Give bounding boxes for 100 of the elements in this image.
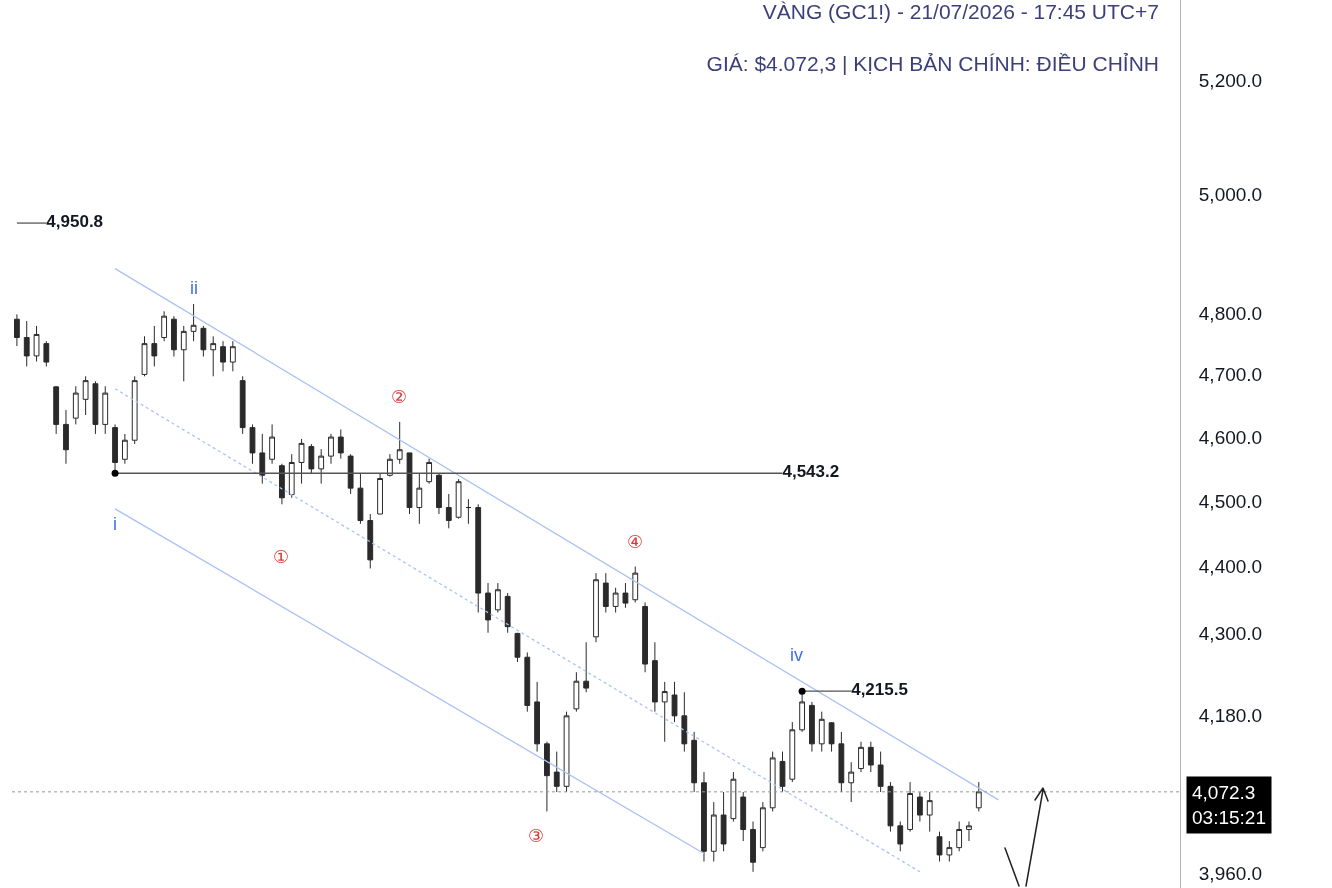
candlestick <box>612 587 619 614</box>
candlestick <box>347 453 354 495</box>
candlestick <box>946 840 953 863</box>
chart-title: VÀNG (GC1!) - 21/07/2026 - 17:45 UTC+7 <box>762 0 1159 24</box>
candlestick <box>926 791 933 833</box>
candlestick <box>337 428 344 460</box>
candlestick <box>72 385 79 425</box>
candlestick <box>475 503 482 614</box>
candlestick <box>259 433 266 485</box>
annotation: ii <box>190 278 198 298</box>
candlestick <box>887 781 894 833</box>
candlestick <box>553 751 560 793</box>
candlestick <box>171 315 177 358</box>
candlestick <box>622 582 629 609</box>
candlestick <box>102 385 109 435</box>
candlestick <box>769 751 776 812</box>
candlestick <box>131 375 138 445</box>
candlestick <box>229 340 236 372</box>
candlestick <box>809 701 815 753</box>
candlestick <box>740 791 747 842</box>
candlestick <box>53 385 60 435</box>
candlestick <box>377 473 383 515</box>
candlestick <box>966 821 972 842</box>
candlestick <box>701 771 707 863</box>
candlestick <box>534 681 541 753</box>
y-tick-label: 4,600.0 <box>1198 426 1263 448</box>
candlestick <box>730 771 737 823</box>
candlestick <box>818 711 825 753</box>
candlestick <box>975 781 982 812</box>
y-tick-label: 4,180.0 <box>1198 705 1263 727</box>
candlestick <box>691 731 698 793</box>
candlestick <box>720 791 727 852</box>
annotation: ② <box>391 387 408 407</box>
candlestick <box>279 463 285 505</box>
candlestick <box>63 409 69 465</box>
candlestick <box>121 433 128 465</box>
candlestick <box>406 452 413 515</box>
candlestick <box>180 325 187 382</box>
candlestick <box>161 310 168 342</box>
candlestick <box>524 651 531 713</box>
candlestick <box>386 453 393 478</box>
candlestick <box>573 671 580 713</box>
candlestick <box>141 335 148 377</box>
y-tick-label: 4,300.0 <box>1198 623 1263 645</box>
data-label: 4,950.8 <box>46 212 104 232</box>
candlestick <box>82 375 89 416</box>
candlestick <box>14 313 20 347</box>
candlestick <box>465 498 472 525</box>
annotation: ④ <box>627 532 644 552</box>
candlestick <box>151 325 158 367</box>
candlestick <box>43 340 50 367</box>
ref-line-label: 4,072.3 03:15:21 <box>1192 782 1266 828</box>
candlestick <box>602 572 609 614</box>
y-tick-label: 4,400.0 <box>1198 556 1263 578</box>
candlestick <box>848 761 855 803</box>
y-tick-label: 5,200.0 <box>1198 69 1263 91</box>
candlestick <box>416 473 423 525</box>
candlestick <box>357 473 364 525</box>
annotation: i <box>113 514 117 534</box>
candlestick <box>210 335 217 377</box>
annotation: ③ <box>528 826 545 846</box>
candlestick <box>298 438 305 485</box>
candlestick <box>956 821 963 852</box>
candlestick <box>828 721 835 753</box>
candlestick <box>563 711 570 793</box>
candlestick <box>33 325 40 362</box>
y-tick-label: 4,800.0 <box>1198 302 1263 324</box>
candlestick <box>239 375 246 435</box>
candlestick <box>220 340 226 372</box>
candlestick <box>858 741 864 773</box>
candlestick <box>455 478 462 520</box>
candlestick <box>838 731 845 793</box>
candlestick <box>288 453 295 499</box>
candlestick <box>426 458 433 485</box>
candlestick <box>318 448 325 485</box>
candlestick <box>544 741 550 812</box>
candlestick <box>651 641 658 713</box>
data-label: 4,215.5 <box>851 680 908 700</box>
candlestick <box>200 325 207 358</box>
candlestick <box>593 572 599 643</box>
candlestick <box>494 582 501 614</box>
candlestick <box>936 831 943 863</box>
candlestick <box>190 303 197 342</box>
candlestick <box>671 681 678 723</box>
candlestick <box>269 423 276 465</box>
candlestick <box>779 751 786 793</box>
candlestick <box>632 565 639 603</box>
text: GIÁ: $4.072,3 | KỊCH BẢN CHÍNH: ĐIỀU CHỈNH <box>706 52 1159 76</box>
candlestick <box>23 320 30 367</box>
annotation: ① <box>273 547 290 567</box>
candlestick <box>877 751 884 793</box>
candlestick <box>445 493 452 529</box>
candlestick <box>897 821 904 852</box>
candlestick <box>514 632 521 663</box>
candlestick <box>661 681 668 743</box>
y-tick-label: 5,000.0 <box>1198 183 1263 205</box>
candlestick <box>759 801 766 852</box>
candlestick <box>710 801 717 863</box>
candlestick <box>396 421 403 465</box>
candlestick <box>583 641 590 693</box>
